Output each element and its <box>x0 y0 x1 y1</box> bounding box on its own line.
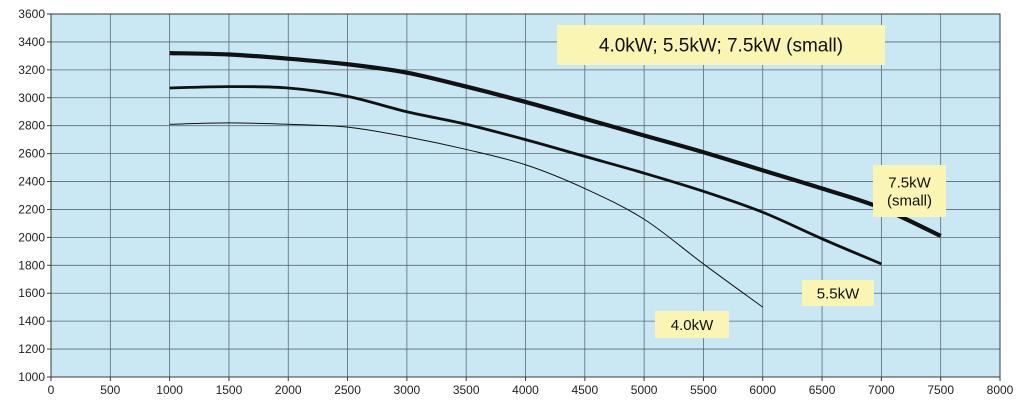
series-label: 7.5kW <box>888 174 931 191</box>
y-tick-label: 2200 <box>18 202 45 216</box>
x-tick-label: 1000 <box>156 383 183 397</box>
chart-title-box: 4.0kW; 5.5kW; 7.5kW (small) <box>557 25 885 65</box>
y-tick-label: 1000 <box>18 370 45 384</box>
x-tick-label: 1500 <box>216 383 243 397</box>
y-tick-label: 3400 <box>18 35 45 49</box>
x-tick-label: 0 <box>48 383 55 397</box>
label-background <box>802 280 874 306</box>
tick-labels: 0 500 1000 1500 2000 2500 3000 3500 4000 4500 5000… <box>18 7 1013 397</box>
annotations: 4.0kW; 5.5kW; 7.5kW (small) 7.5kW(small) 5… <box>557 25 946 338</box>
series-line-1 <box>169 50 942 238</box>
x-tick-label: 8000 <box>987 383 1014 397</box>
x-tick-label: 500 <box>100 383 120 397</box>
plot-frame <box>50 13 1001 378</box>
y-tick-label: 3200 <box>18 63 45 77</box>
y-tick-label: 1600 <box>18 286 45 300</box>
series-label: 4.0kW <box>671 317 714 334</box>
y-tick-label: 2000 <box>18 230 45 244</box>
x-tick-label: 2500 <box>334 383 361 397</box>
x-tick-label: 2000 <box>275 383 302 397</box>
series-label-box: 4.0kW <box>655 311 729 338</box>
series-line-2 <box>169 85 882 266</box>
series-lines <box>169 50 942 308</box>
y-tick-label: 1200 <box>18 342 45 356</box>
series-label-box: 7.5kW(small) <box>873 165 946 217</box>
x-tick-label: 4000 <box>512 383 539 397</box>
y-tick-label: 1800 <box>18 258 45 272</box>
y-tick-label: 3600 <box>18 7 45 21</box>
y-tick-label: 2400 <box>18 175 45 189</box>
x-tick-label: 3500 <box>453 383 480 397</box>
series-line-3 <box>169 122 764 308</box>
series-label: (small) <box>887 192 932 209</box>
label-background <box>655 311 729 338</box>
x-tick-label: 7500 <box>927 383 954 397</box>
label-background <box>557 25 885 65</box>
x-tick-label: 3000 <box>394 383 421 397</box>
y-tick-label: 3000 <box>18 91 45 105</box>
chart-title: 4.0kW; 5.5kW; 7.5kW (small) <box>599 36 843 57</box>
y-tick-label: 2800 <box>18 119 45 133</box>
x-tick-label: 5500 <box>690 383 717 397</box>
x-tick-label: 6500 <box>809 383 836 397</box>
x-tick-label: 5000 <box>631 383 658 397</box>
x-tick-label: 7000 <box>868 383 895 397</box>
x-tick-label: 4500 <box>571 383 598 397</box>
label-background <box>873 165 946 217</box>
series-label-box: 5.5kW <box>802 280 874 306</box>
y-tick-label: 2600 <box>18 147 45 161</box>
series-label: 5.5kW <box>817 285 860 302</box>
y-tick-label: 1400 <box>18 314 45 328</box>
x-tick-label: 6000 <box>749 383 776 397</box>
